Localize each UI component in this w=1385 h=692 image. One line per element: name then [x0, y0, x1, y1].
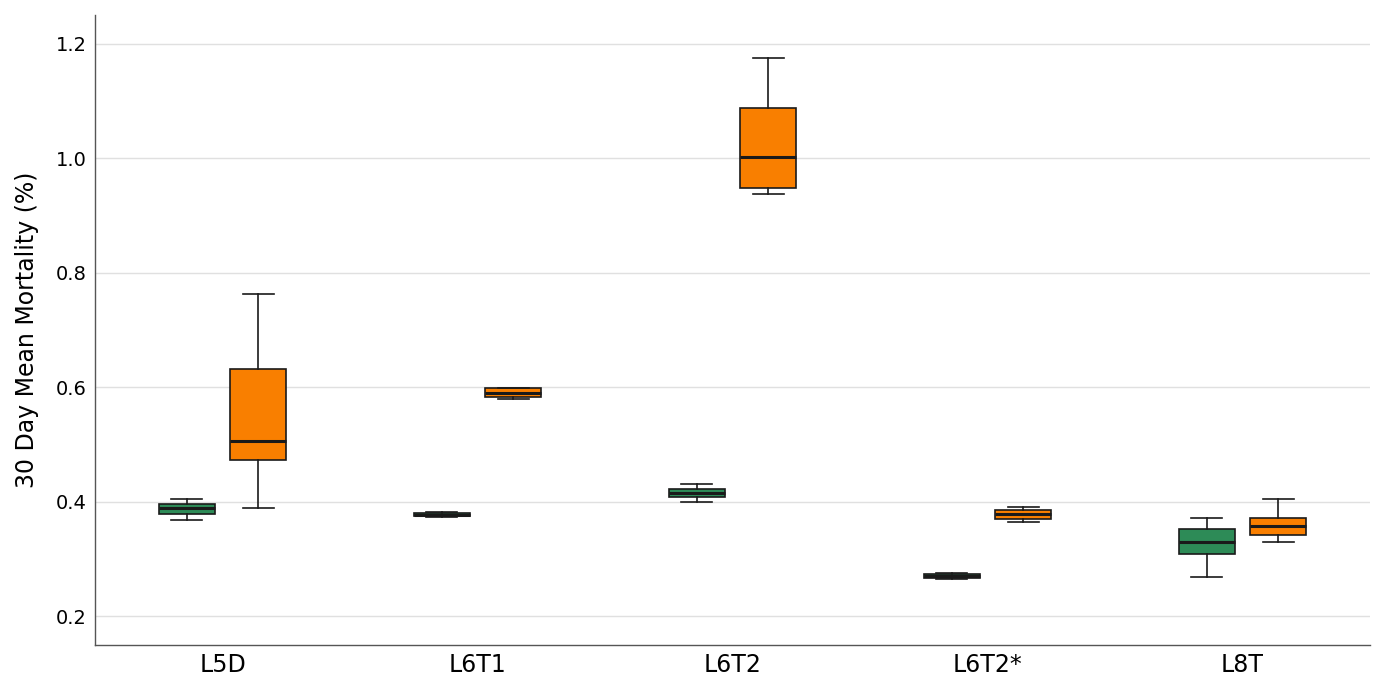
Bar — [996, 510, 1051, 519]
Y-axis label: 30 Day Mean Mortality (%): 30 Day Mean Mortality (%) — [15, 172, 39, 488]
Bar — [159, 504, 215, 514]
Bar — [924, 574, 979, 579]
Bar — [740, 108, 796, 188]
Bar — [230, 369, 287, 460]
Bar — [669, 489, 724, 497]
Bar — [485, 388, 542, 397]
Bar — [1179, 529, 1235, 554]
Bar — [1251, 518, 1306, 535]
Bar — [414, 513, 470, 516]
